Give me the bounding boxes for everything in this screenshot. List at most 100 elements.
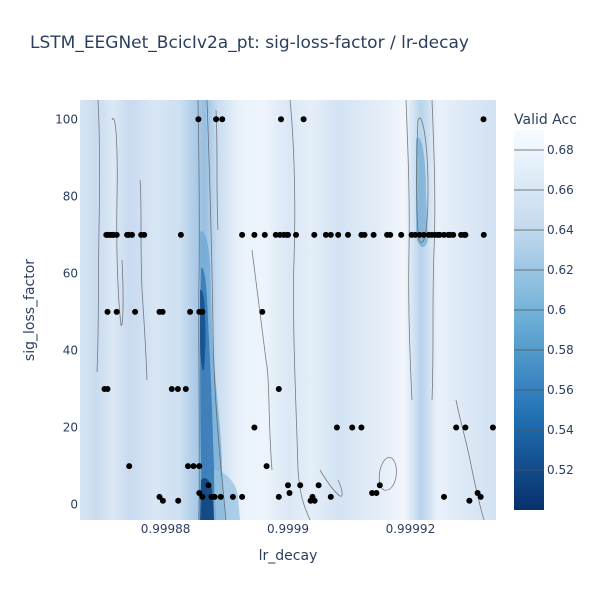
- trial-point: [297, 482, 304, 489]
- trial-points: [101, 116, 496, 504]
- y-tick-label: 0: [70, 498, 78, 512]
- trial-point: [126, 463, 133, 470]
- trial-point: [159, 497, 166, 504]
- trial-point: [261, 231, 268, 238]
- trial-point: [213, 116, 220, 123]
- y-axis: 0 20 40 60 80 100: [55, 112, 78, 511]
- trial-point: [132, 308, 139, 315]
- trial-point: [474, 490, 481, 496]
- trial-point: [369, 490, 376, 496]
- trial-point: [412, 231, 419, 238]
- trial-point: [185, 463, 191, 470]
- trial-point: [219, 116, 226, 123]
- x-tick-label: 0.99992: [386, 522, 436, 536]
- contour-line: [455, 399, 485, 520]
- trial-point: [129, 231, 135, 238]
- trial-point: [349, 424, 356, 431]
- trial-point: [113, 308, 120, 315]
- trial-point: [489, 424, 496, 431]
- trial-point: [239, 231, 246, 238]
- trial-point: [447, 231, 454, 238]
- trial-point: [187, 308, 194, 315]
- y-tick-label: 60: [63, 266, 78, 280]
- trial-point: [462, 424, 469, 431]
- trial-point: [286, 490, 293, 496]
- trial-point: [174, 386, 181, 392]
- trial-point: [113, 231, 120, 238]
- trial-point: [229, 493, 236, 500]
- trial-point: [335, 231, 342, 238]
- contour-line: [405, 100, 413, 401]
- trial-point: [322, 231, 329, 238]
- trial-point: [275, 386, 282, 392]
- trial-point: [196, 490, 203, 496]
- x-axis: 0.99988 0.9999 0.99992: [141, 522, 435, 536]
- colorbar-tick-label: 0.52: [547, 463, 574, 477]
- trial-point: [327, 493, 334, 500]
- colorbar-tick-label: 0.64: [547, 223, 574, 237]
- trial-point: [275, 493, 282, 500]
- trial-point: [300, 116, 307, 123]
- contour-line: [289, 100, 311, 520]
- y-axis-title: sig_loss_factor: [22, 259, 38, 361]
- trial-point: [239, 493, 246, 500]
- trial-point: [141, 231, 148, 238]
- trial-point: [480, 116, 487, 123]
- trial-point: [251, 424, 258, 431]
- trial-point: [466, 497, 473, 504]
- trial-point: [327, 231, 334, 238]
- contour-line: [206, 100, 227, 520]
- contour-line: [251, 249, 273, 471]
- contour-line: [96, 100, 101, 373]
- contour-line: [139, 179, 148, 381]
- trial-point: [217, 493, 224, 500]
- colorbar-tick-label: 0.68: [547, 143, 574, 157]
- trial-point: [436, 231, 443, 238]
- colorbar-ticks: 0.52 0.54 0.56 0.58 0.6 0.62 0.64 0.66 0.68: [514, 143, 574, 477]
- trial-point: [177, 231, 184, 238]
- trial-point: [373, 490, 380, 496]
- plot-area: [80, 100, 496, 520]
- trial-point: [311, 231, 318, 238]
- x-axis-title: lr_decay: [259, 548, 318, 564]
- trial-point: [278, 116, 284, 123]
- trial-point: [272, 231, 279, 238]
- trial-point: [159, 308, 166, 315]
- trial-point: [387, 231, 394, 238]
- trial-point: [480, 231, 487, 238]
- trial-point: [441, 493, 447, 500]
- colorbar-tick-label: 0.62: [547, 263, 574, 277]
- colorbar-tick-label: 0.6: [547, 303, 566, 317]
- contour-line: [319, 469, 343, 497]
- trial-point: [361, 231, 368, 238]
- trial-point: [190, 463, 197, 470]
- trial-point: [211, 493, 218, 500]
- x-tick-label: 0.99988: [141, 522, 191, 536]
- y-tick-label: 100: [55, 112, 78, 126]
- colorbar-tick-label: 0.66: [547, 183, 574, 197]
- x-tick-label: 0.9999: [267, 522, 309, 536]
- trial-point: [370, 231, 377, 238]
- colorbar-tick-label: 0.58: [547, 343, 574, 357]
- y-tick-label: 20: [63, 421, 78, 435]
- lowest-accuracy-base: [200, 478, 214, 520]
- trial-point: [376, 482, 383, 489]
- y-tick-label: 80: [63, 189, 78, 203]
- trial-point: [263, 463, 270, 470]
- colorbar-tick-label: 0.54: [547, 423, 574, 437]
- trial-point: [168, 386, 175, 392]
- trial-point: [420, 231, 427, 238]
- contour-line: [111, 118, 124, 326]
- contour-line: [215, 109, 219, 231]
- trial-point: [293, 231, 299, 238]
- contour-line: [431, 100, 436, 401]
- trial-point: [441, 231, 447, 238]
- trial-point: [416, 231, 423, 238]
- trial-point: [453, 424, 460, 431]
- trial-point: [311, 497, 318, 504]
- trial-point: [259, 308, 266, 315]
- trial-point: [285, 231, 291, 238]
- colorbar-tick-label: 0.56: [547, 383, 574, 397]
- y-tick-label: 40: [63, 344, 78, 358]
